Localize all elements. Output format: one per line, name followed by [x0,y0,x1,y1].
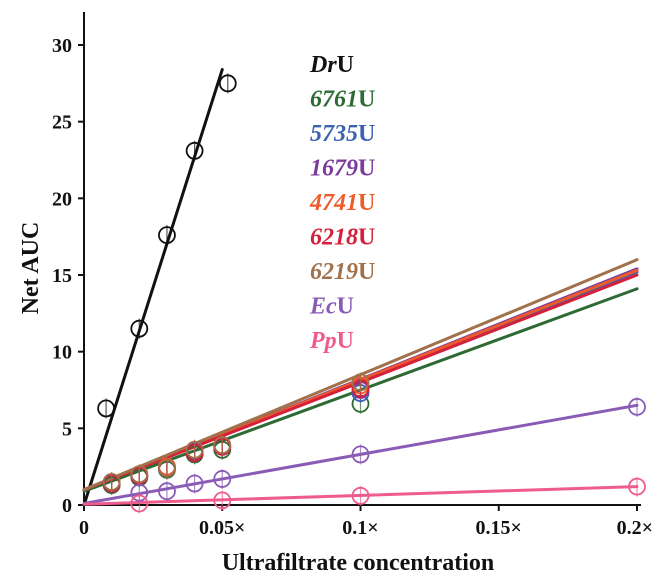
y-tick-label: 30 [52,35,72,57]
data-point [351,486,370,505]
legend-entry: 5735U [310,121,375,147]
legend-entry: 6761U [310,87,375,113]
data-point [218,74,237,93]
legend-entry-italic: 6218 [310,225,358,251]
legend-entry: 6218U [310,225,375,251]
y-tick-label: 5 [62,418,72,440]
legend-entry-suffix: U [358,87,375,113]
data-point [185,440,204,459]
x-axis-title: Ultrafiltrate concentration [222,550,495,576]
data-point [213,436,232,455]
data-point [158,482,176,501]
legend-entry-italic: 6761 [310,87,358,113]
y-axis-title: Net AUC [18,222,44,315]
legend-entry-suffix: U [358,259,375,285]
data-point [158,459,176,478]
legend-entry-suffix: U [337,52,354,78]
legend-entry-italic: 5735 [310,121,358,147]
data-point [130,465,149,484]
legend-entry-suffix: U [358,190,375,216]
x-tick-label: 0.15× [476,517,522,539]
data-point [213,470,232,488]
legend-entry-suffix: U [358,121,375,147]
legend-entry-italic: 1679 [310,156,358,182]
x-tick-label: 0 [79,517,89,539]
x-tick-label: 0.2× [617,517,653,539]
data-point [351,445,370,464]
data-point [185,474,204,493]
y-tick-label: 15 [52,265,72,287]
y-tick-label: 10 [52,342,72,364]
fit-line-0 [82,68,224,507]
data-point [130,494,149,513]
data-point [158,226,176,245]
data-point [97,399,116,418]
data-point [185,141,204,160]
legend-entry: 6219U [310,259,375,285]
data-point [351,373,370,392]
legend-entry-suffix: U [337,328,354,354]
data-point [130,319,149,338]
legend-entry: PpU [309,328,354,354]
axes: 0 5 10 15 20 25 30 0 0.05× 0.1× 0.15× 0.2× [52,12,653,539]
data-point [102,473,121,491]
legend-entry-suffix: U [358,156,375,182]
legend-entry-italic: Ec [309,294,337,320]
legend-entry-suffix: U [337,294,354,320]
legend-entry-suffix: U [358,225,375,251]
legend-entry-italic: Dr [309,52,337,78]
legend-entry-italic: Pp [309,328,337,354]
y-tick-label: 25 [52,112,72,134]
x-tick-label: 0.1× [342,517,378,539]
legend-entry: 4741U [309,190,375,216]
data-points [97,73,646,514]
data-point [628,397,646,416]
y-tick-label: 0 [62,495,72,517]
legend-entry: DrU [309,52,354,78]
legend-entry-italic: 4741 [309,190,358,216]
legend-entry: 1679U [310,156,375,182]
legend-entry-italic: 6219 [310,259,358,285]
data-point [213,491,232,510]
data-point [628,477,646,496]
y-tick-label: 20 [52,188,72,210]
x-tick-label: 0.05× [199,517,245,539]
legend-entry: EcU [309,294,354,320]
